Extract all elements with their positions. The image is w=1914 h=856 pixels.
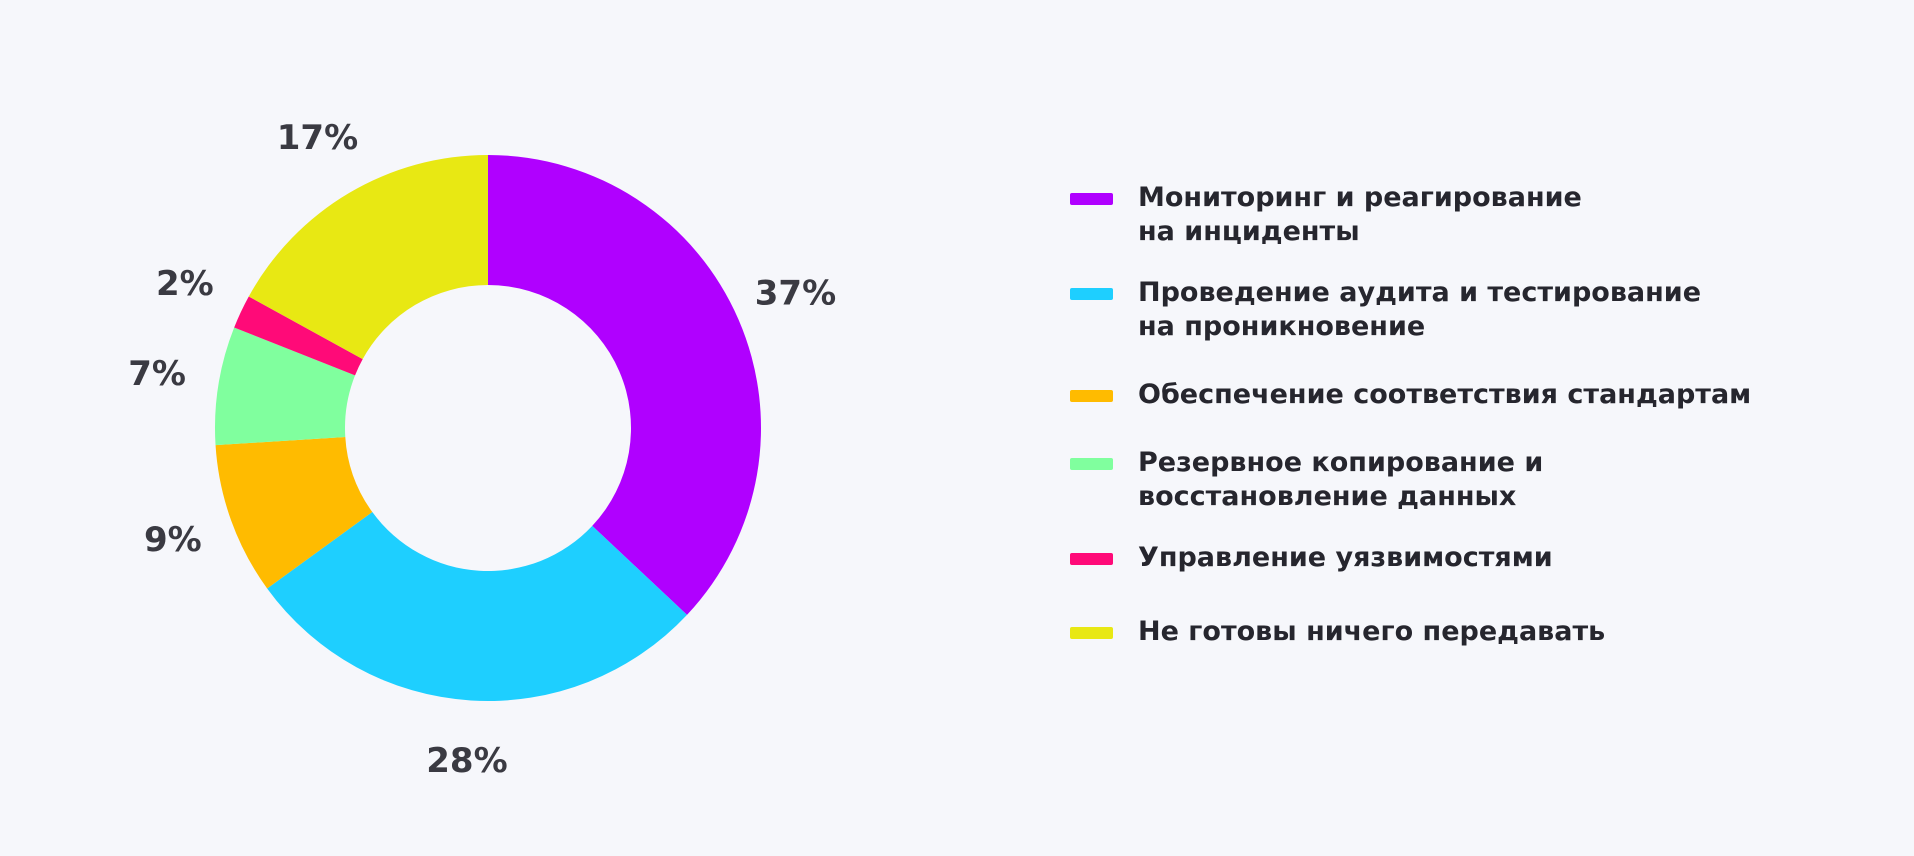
slice-percent-label: 28% xyxy=(426,741,507,781)
legend-label: Не готовы ничего передавать xyxy=(1138,616,1606,647)
legend-swatch xyxy=(1070,390,1113,402)
legend-item: Проведение аудита и тестирование на прон… xyxy=(1070,276,1701,344)
legend-item: Мониторинг и реагирование на инциденты xyxy=(1070,181,1582,249)
legend-swatch xyxy=(1070,627,1113,639)
donut-slice xyxy=(248,155,488,360)
legend-label: Мониторинг и реагирование на инциденты xyxy=(1138,182,1582,247)
slice-percent-label: 37% xyxy=(755,273,836,313)
slice-percent-label: 17% xyxy=(277,118,358,158)
donut-slice xyxy=(215,436,373,589)
legend-item: Не готовы ничего передавать xyxy=(1070,615,1605,649)
legend-item: Резервное копирование и восстановление д… xyxy=(1070,446,1543,514)
legend-swatch xyxy=(1070,458,1113,470)
legend-swatch xyxy=(1070,193,1113,205)
slice-percent-label: 9% xyxy=(144,520,202,560)
donut-slice xyxy=(234,296,363,376)
donut-slice xyxy=(488,155,761,615)
donut-slice xyxy=(215,327,356,446)
slice-percent-label: 2% xyxy=(156,264,214,304)
legend-label: Управление уязвимостями xyxy=(1138,542,1553,573)
slice-percent-label: 7% xyxy=(128,354,186,394)
legend-swatch xyxy=(1070,553,1113,565)
legend-label: Обеспечение соответствия стандартам xyxy=(1138,379,1752,410)
donut-slice xyxy=(267,512,688,701)
legend-item: Управление уязвимостями xyxy=(1070,541,1553,575)
legend-label: Резервное копирование и восстановление д… xyxy=(1138,447,1544,512)
legend-label: Проведение аудита и тестирование на прон… xyxy=(1138,277,1702,342)
legend-swatch xyxy=(1070,288,1113,300)
legend-item: Обеспечение соответствия стандартам xyxy=(1070,378,1751,412)
